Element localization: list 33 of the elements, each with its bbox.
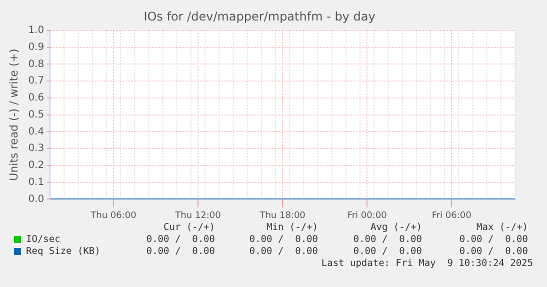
x-tick-label: Fri 00:00	[347, 210, 388, 221]
text: 0.00 / 0.00	[459, 234, 528, 245]
text: Avg (-/+)	[370, 222, 422, 233]
text: 0.00 / 0.00	[249, 234, 318, 245]
legend-label: IO/sec	[26, 234, 60, 245]
text: 0.00 / 0.00	[459, 246, 528, 257]
y-axis-title: Units read (-) / write (+)	[7, 48, 20, 181]
y-tick-label: 0.6	[28, 92, 44, 104]
text: Cur (-/+)	[164, 222, 215, 233]
text: 0.00 / 0.00	[353, 246, 422, 257]
text: 0.00 / 0.00	[146, 246, 215, 257]
y-tick-label: 0.8	[28, 58, 44, 70]
y-tick-label: 0.7	[28, 76, 44, 87]
y-tick-label: 0.1	[28, 176, 44, 188]
x-tick-label: Thu 06:00	[90, 210, 137, 221]
text: Max (-/+)	[476, 222, 528, 233]
text: Min (-/+)	[266, 222, 318, 233]
text: 0.00 / 0.00	[353, 234, 422, 245]
chart-title: IOs for /dev/mapper/mpathfm - by day	[144, 9, 376, 24]
y-tick-label: 1.0	[28, 24, 44, 36]
x-tick-label: Thu 18:00	[258, 210, 306, 221]
y-tick-label: 0.4	[28, 126, 44, 138]
y-tick-label: 0.0	[28, 194, 44, 205]
y-tick-label: 0.3	[28, 143, 44, 154]
text: 0.00 / 0.00	[249, 246, 318, 257]
x-tick-label: Fri 06:00	[432, 210, 472, 221]
text: Last update: Fri May 9 10:30:24 2025	[321, 258, 533, 269]
y-tick-label: 0.9	[28, 42, 44, 53]
x-tick-label: Thu 12:00	[174, 210, 222, 221]
legend-label: Req Size (KB)	[26, 246, 100, 257]
text: 0.00 / 0.00	[146, 234, 215, 245]
y-tick-label: 0.2	[28, 160, 44, 172]
y-tick-label: 0.5	[28, 109, 44, 120]
